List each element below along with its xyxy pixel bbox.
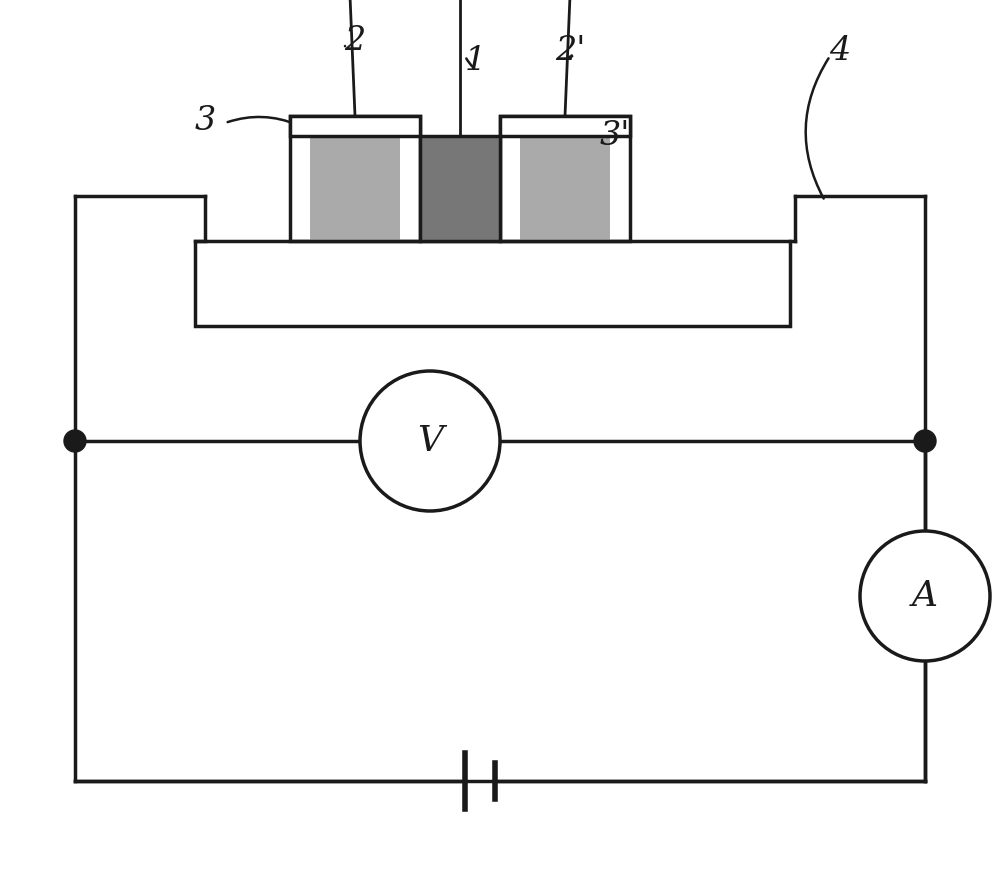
Text: 1: 1: [464, 45, 486, 77]
Circle shape: [914, 430, 936, 452]
Text: 2': 2': [555, 35, 585, 67]
Bar: [290, 116, 420, 136]
Circle shape: [360, 371, 500, 511]
Text: 3': 3': [600, 120, 630, 152]
Text: 3: 3: [194, 105, 216, 137]
Text: 2: 2: [344, 25, 366, 57]
Bar: [520, 136, 610, 241]
Bar: [500, 116, 630, 241]
Bar: [420, 136, 500, 241]
Circle shape: [64, 430, 86, 452]
Bar: [290, 116, 420, 241]
Text: 4: 4: [829, 35, 851, 67]
Bar: [195, 241, 790, 326]
Text: V: V: [417, 424, 443, 458]
Circle shape: [860, 531, 990, 661]
Text: A: A: [912, 579, 938, 613]
Bar: [500, 116, 630, 136]
Bar: [310, 136, 400, 241]
